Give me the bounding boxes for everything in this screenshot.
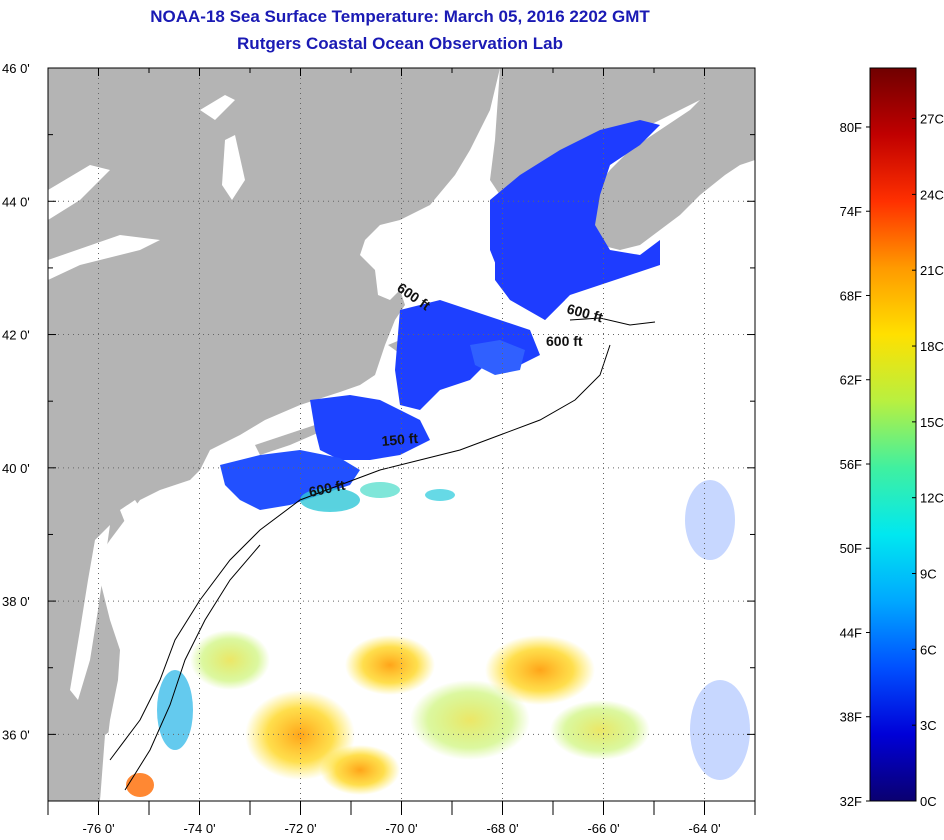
contour-label: 600 ft: [546, 333, 583, 349]
axis-ticks: [47, 67, 756, 815]
lake: [48, 235, 160, 280]
longitude-labels: -76 0' -74 0' -72 0' -70 0' -68 0' -66 0' -64 …: [82, 821, 720, 836]
colorbar-f-label: 56F: [840, 457, 862, 472]
colorbar-c-label: 24C: [920, 187, 944, 202]
longitude-label: -74 0': [183, 821, 215, 836]
colorbar-ramp: [869, 67, 917, 802]
land-long-island: [255, 420, 330, 455]
chesapeake-bay: [70, 525, 110, 700]
sst-warm-region: [126, 480, 750, 797]
colorbar-c-label: 6C: [920, 642, 937, 657]
latitude-label: 46 0': [2, 61, 30, 76]
colorbar-fahrenheit-labels: 80F 74F 68F 62F 56F 50F 44F 38F 32F: [840, 120, 870, 809]
latitude-label: 38 0': [2, 594, 30, 609]
colorbar-f-label: 68F: [840, 288, 862, 303]
longitude-label: -70 0': [385, 821, 417, 836]
map-title: NOAA-18 Sea Surface Temperature: March 0…: [150, 7, 650, 26]
longitude-label: -76 0': [82, 821, 114, 836]
delaware-bay: [120, 500, 145, 535]
colorbar-f-label: 62F: [840, 373, 862, 388]
land-us-coast: [48, 68, 500, 801]
colorbar-c-label: 27C: [920, 112, 944, 127]
lake: [48, 165, 110, 220]
colorbar-f-label: 50F: [840, 541, 862, 556]
contour-label: 150 ft: [381, 430, 419, 449]
colorbar-f-label: 32F: [840, 794, 862, 809]
latitude-label: 36 0': [2, 727, 30, 742]
latitude-labels: 46 0' 44 0' 42 0' 40 0' 38 0' 36 0': [2, 61, 30, 742]
colorbar-c-label: 21C: [920, 263, 944, 278]
colorbar-f-label: 44F: [840, 625, 862, 640]
colorbar-f-label: 38F: [840, 710, 862, 725]
colorbar-c-label: 15C: [920, 415, 944, 430]
colorbar-c-label: 18C: [920, 339, 944, 354]
longitude-label: -68 0': [486, 821, 518, 836]
lake: [200, 95, 235, 120]
longitude-label: -72 0': [284, 821, 316, 836]
sst-cold-region: [220, 120, 660, 510]
colorbar-celsius-labels: 27C 24C 21C 18C 15C 12C 9C 6C 3C 0C: [912, 112, 944, 809]
longitude-label: -64 0': [688, 821, 720, 836]
colorbar-c-label: 3C: [920, 718, 937, 733]
latitude-label: 40 0': [2, 461, 30, 476]
latitude-label: 44 0': [2, 194, 30, 209]
land-cape-breton: [700, 110, 755, 150]
colorbar-f-label: 80F: [840, 120, 862, 135]
contour-label: 600 ft: [307, 477, 346, 500]
colorbar-c-label: 0C: [920, 794, 937, 809]
colorbar-c-label: 9C: [920, 567, 937, 582]
latitude-label: 42 0': [2, 328, 30, 343]
lake: [222, 135, 245, 200]
bathymetry-contours: [109, 317, 656, 791]
longitude-label: -66 0': [587, 821, 619, 836]
pamlico-sound: [100, 720, 130, 801]
grid-lines: [48, 68, 755, 801]
map-subtitle: Rutgers Coastal Ocean Observation Lab: [237, 34, 563, 53]
land-nova-scotia: [490, 68, 755, 250]
colorbar-c-label: 12C: [920, 491, 944, 506]
colorbar-f-label: 74F: [840, 204, 862, 219]
